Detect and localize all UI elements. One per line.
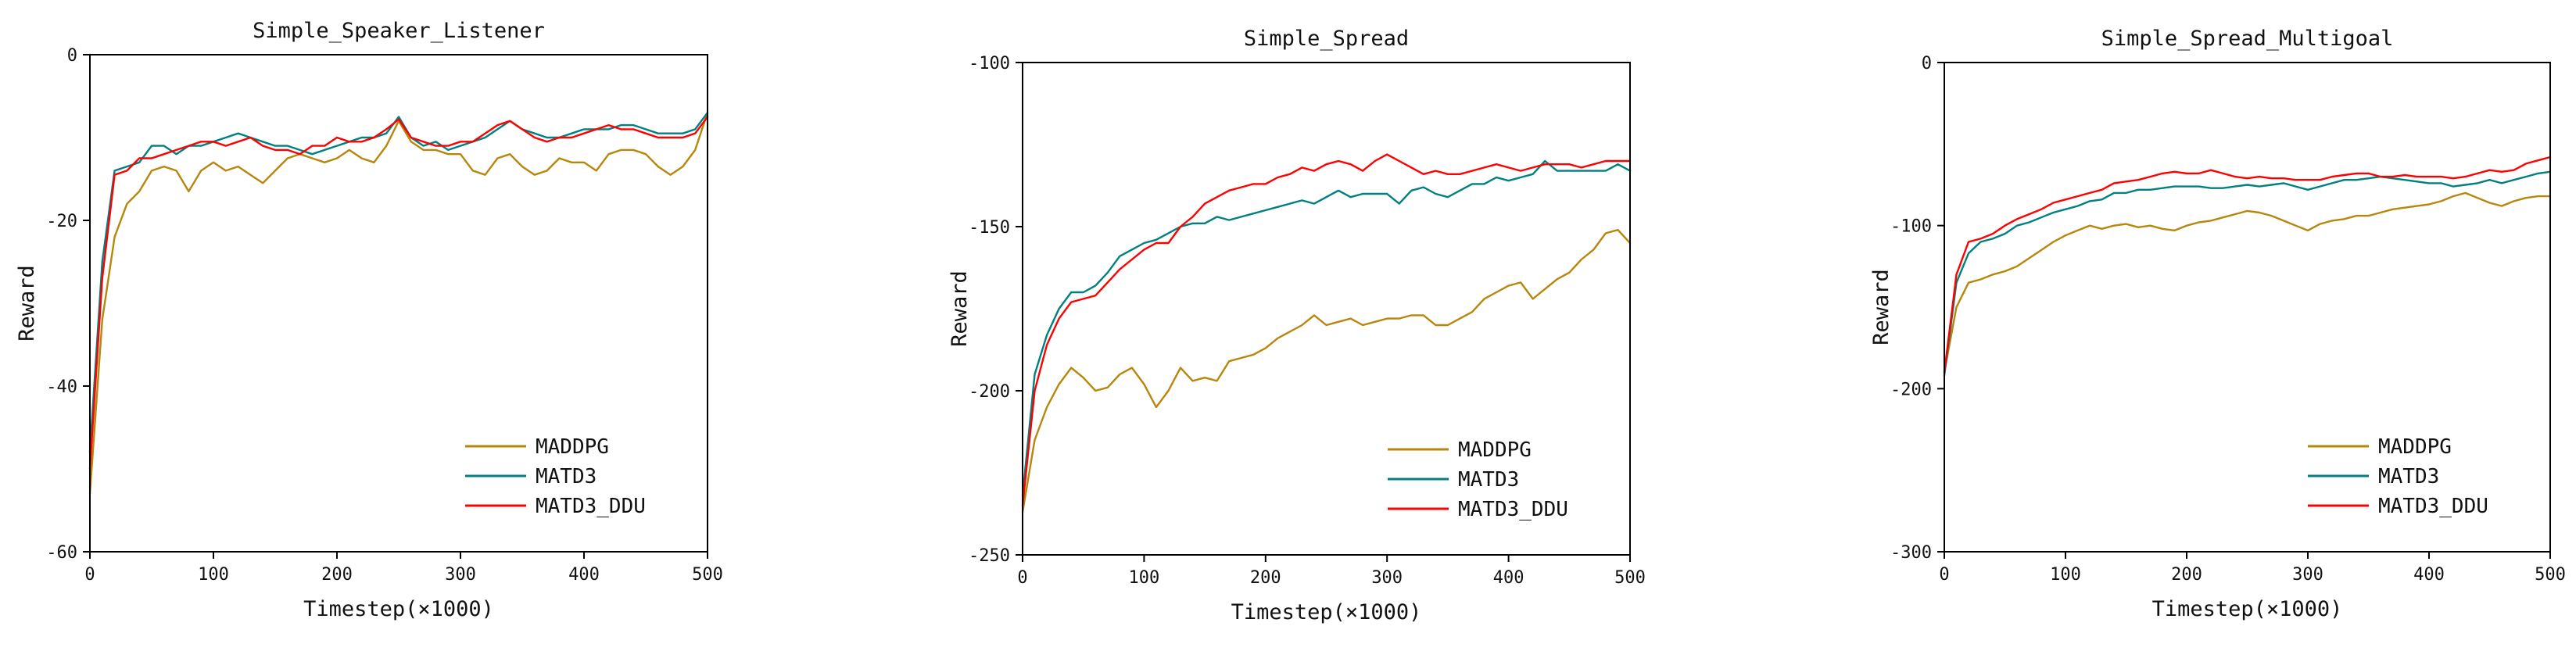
y-tick-label: -300 xyxy=(1890,543,1932,563)
x-tick-label: 200 xyxy=(1250,568,1281,588)
chart-panel-1: Simple_Speaker_Listener 0 100 200 300 400 500 -… xyxy=(15,19,723,621)
x-tick-label: 300 xyxy=(1371,568,1403,588)
x-axis-label: Timestep(×1000) xyxy=(303,597,494,621)
x-tick-label: 300 xyxy=(2292,565,2323,585)
series-line-maddpg xyxy=(1021,229,1632,513)
x-tick-label: 500 xyxy=(1614,568,1646,588)
series-line-maddpg xyxy=(88,111,709,495)
legend-label: MATD3_DDU xyxy=(536,495,646,518)
legend-label: MATD3 xyxy=(2378,465,2439,488)
x-tick-label: 200 xyxy=(321,565,353,585)
plot-frame xyxy=(1022,62,1631,556)
x-tick-label: 0 xyxy=(1939,565,1949,585)
y-tick-label: -200 xyxy=(1890,380,1932,399)
x-tick-label: 200 xyxy=(2171,565,2202,585)
chart-title: Simple_Spread_Multigoal xyxy=(2101,27,2394,51)
y-axis-label: Reward xyxy=(15,265,39,342)
x-tick-label: 400 xyxy=(568,565,600,585)
x-tick-label: 100 xyxy=(198,565,229,585)
legend-label: MATD3_DDU xyxy=(1458,498,1568,521)
y-tick-label: -200 xyxy=(969,382,1010,402)
chart-panel-2: Simple_Spread 0 100 200 300 400 500 -250 -200 -15… xyxy=(948,27,1646,624)
legend-label: MADDPG xyxy=(2378,435,2452,459)
plot-frame xyxy=(1944,62,2551,553)
x-tick-label: 500 xyxy=(2535,565,2566,585)
x-tick-label: 0 xyxy=(1017,568,1027,588)
y-tick-label: -250 xyxy=(969,546,1010,566)
legend-label: MATD3_DDU xyxy=(2378,495,2488,518)
legend: MADDPG MATD3 MATD3_DDU xyxy=(1388,438,1568,521)
y-tick-label: -40 xyxy=(46,377,77,397)
x-tick-label: 100 xyxy=(1129,568,1160,588)
x-tick-label: 300 xyxy=(445,565,476,585)
y-tick-label: -100 xyxy=(969,54,1010,73)
legend-label: MATD3 xyxy=(536,465,597,488)
series-line-matd3 xyxy=(1021,159,1632,497)
legend: MADDPG MATD3 MATD3_DDU xyxy=(2308,435,2488,518)
legend: MADDPG MATD3 MATD3_DDU xyxy=(465,435,646,518)
x-axis-label: Timestep(×1000) xyxy=(2152,597,2343,621)
series-line-matd3 xyxy=(1943,170,2552,377)
y-axis-label: Reward xyxy=(1869,269,1893,345)
legend-label: MADDPG xyxy=(1458,438,1532,462)
legend-label: MADDPG xyxy=(536,435,609,459)
y-tick-label: -20 xyxy=(46,212,77,231)
legend-label: MATD3 xyxy=(1458,468,1519,492)
series-line-matd3 xyxy=(88,111,709,453)
y-tick-label: 0 xyxy=(1922,54,1932,73)
chart-title: Simple_Speaker_Listener xyxy=(253,19,545,43)
x-tick-label: 400 xyxy=(1493,568,1524,588)
x-tick-label: 0 xyxy=(84,565,95,585)
y-tick-label: -100 xyxy=(1890,217,1932,237)
x-tick-label: 500 xyxy=(692,565,723,585)
chart-panel-3: Simple_Spread_Multigoal 0 100 200 300 400 500 -… xyxy=(1869,27,2566,621)
x-tick-label: 400 xyxy=(2413,565,2445,585)
x-axis-label: Timestep(×1000) xyxy=(1231,600,1422,624)
series-line-matd3-ddu xyxy=(1943,156,2552,374)
y-tick-label: -60 xyxy=(46,543,77,563)
y-tick-label: -150 xyxy=(969,218,1010,238)
series-line-matd3-ddu xyxy=(1021,153,1632,507)
plot-frame xyxy=(89,54,708,553)
series-line-maddpg xyxy=(1943,191,2552,374)
chart-title: Simple_Spread xyxy=(1244,27,1409,51)
x-tick-label: 100 xyxy=(2050,565,2081,585)
y-axis-label: Reward xyxy=(948,270,972,347)
y-tick-label: 0 xyxy=(67,46,77,66)
series-line-matd3-ddu xyxy=(88,116,709,470)
